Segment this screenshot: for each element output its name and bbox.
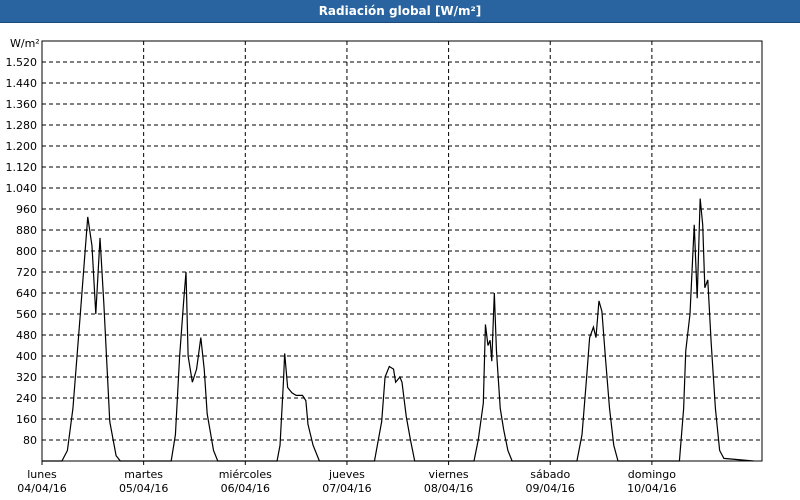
plot-frame [41,40,763,462]
chart-title: Radiación global [W/m²] [0,0,800,23]
y-tick-label: 640 [16,287,37,300]
y-tick-label: 800 [16,245,37,258]
x-tick-label: sábado [530,468,570,481]
x-tick-label: domingo [628,468,676,481]
y-tick-label: 80 [23,434,37,447]
x-tick-date: 04/04/16 [17,482,66,495]
y-tick-label: 560 [16,308,37,321]
x-tick-date: 06/04/16 [221,482,270,495]
y-tick-label: 1.360 [6,98,38,111]
x-tick-date: 08/04/16 [424,482,473,495]
y-tick-label: 160 [16,413,37,426]
x-tick-label: jueves [328,468,365,481]
x-tick-label: lunes [27,468,57,481]
y-tick-label: 320 [16,371,37,384]
y-tick-label: 1.440 [6,77,38,90]
y-tick-label: 1.040 [6,182,38,195]
x-tick-date: 10/04/16 [627,482,676,495]
x-tick-label: viernes [429,468,469,481]
y-tick-label: 1.280 [6,119,38,132]
y-tick-label: 720 [16,266,37,279]
y-tick-label: 480 [16,329,37,342]
x-tick-label: martes [124,468,163,481]
y-tick-label: 400 [16,350,37,363]
y-axis-label: W/m² [10,37,40,50]
y-tick-label: 1.120 [6,161,38,174]
y-tick-label: 240 [16,392,37,405]
y-tick-label: 960 [16,203,37,216]
y-tick-label: 1.520 [6,56,38,69]
x-tick-date: 07/04/16 [322,482,371,495]
y-tick-label: 880 [16,224,37,237]
data-line [42,198,754,462]
x-tick-date: 05/04/16 [119,482,168,495]
x-tick-date: 09/04/16 [526,482,575,495]
y-tick-label: 1.200 [6,140,38,153]
chart: W/m² 80 160 240 320 400 480 560 640 720 800 880 960… [6,37,763,495]
x-tick-label: miércoles [219,468,272,481]
